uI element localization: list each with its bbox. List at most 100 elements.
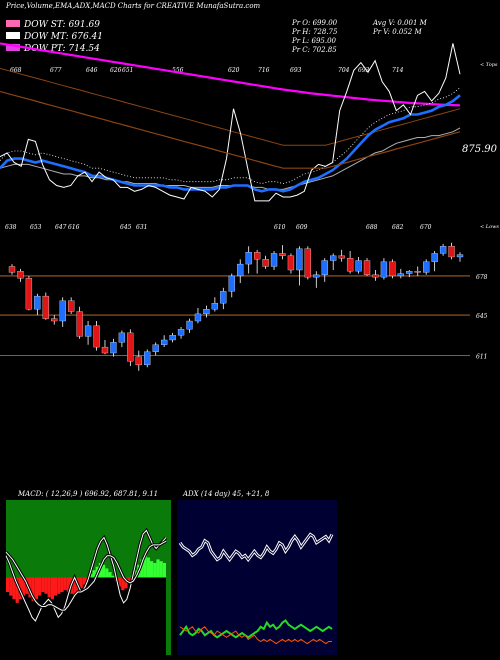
candle-bullish bbox=[152, 344, 159, 352]
macd-histogram-bar-positive bbox=[146, 557, 150, 578]
candle-bullish bbox=[270, 253, 278, 267]
ema-top-number: 651 bbox=[122, 67, 133, 74]
macd-histogram-bar-positive bbox=[153, 563, 157, 578]
candle-bullish bbox=[245, 252, 252, 265]
ema-bottom-number: 647 bbox=[55, 224, 67, 231]
candle-bearish bbox=[127, 332, 134, 362]
macd-histogram-bar-negative bbox=[82, 577, 86, 585]
candle-bullish bbox=[220, 291, 227, 304]
candle-bullish bbox=[439, 246, 447, 254]
ema-line-ema-mid-blue bbox=[0, 94, 461, 193]
candle-bullish bbox=[186, 320, 193, 330]
macd-header: MACD: ( 12,26,9 ) 696.92, 687.81, 9.11 bbox=[17, 490, 158, 498]
price-open: Pr O: 699.00 bbox=[291, 19, 338, 27]
legend-dow-st-swatch bbox=[6, 20, 20, 27]
candle-bullish bbox=[456, 254, 464, 258]
candle-bullish bbox=[355, 260, 362, 272]
macd-histogram-bar-negative bbox=[73, 577, 77, 596]
candle-bearish bbox=[346, 258, 354, 272]
candle-bullish bbox=[177, 329, 185, 336]
candle-bullish bbox=[397, 273, 404, 277]
macd-line-macd bbox=[5, 529, 167, 622]
macd-histogram-bar-negative bbox=[121, 577, 125, 591]
adx-background bbox=[177, 500, 337, 655]
candlestick-panel: 678 645 611 bbox=[0, 242, 488, 371]
ema-bottom-number: 638 bbox=[5, 224, 17, 231]
candle-bearish bbox=[17, 271, 24, 279]
macd-histogram-bar-positive bbox=[92, 570, 96, 578]
candle-bullish bbox=[59, 300, 66, 322]
tops-label: < Tops bbox=[480, 62, 498, 68]
candle-bullish bbox=[228, 275, 235, 292]
ema-top-number: 626 bbox=[110, 67, 122, 74]
candle-bullish bbox=[296, 248, 303, 271]
ema-bottom-number: 609 bbox=[296, 224, 308, 231]
macd-histogram-bar-negative bbox=[127, 577, 131, 583]
candle-bearish bbox=[363, 260, 371, 275]
macd-histogram-bar-positive bbox=[159, 561, 163, 578]
candle-bullish bbox=[34, 295, 41, 310]
macd-histogram-bar-negative bbox=[118, 577, 122, 587]
candle-bullish bbox=[423, 261, 430, 273]
price-close: Pr C: 702.85 bbox=[291, 46, 337, 54]
price-level-label: 645 bbox=[476, 313, 488, 320]
candle-bearish bbox=[414, 271, 421, 273]
macd-histogram-bar-negative bbox=[41, 577, 45, 592]
ema-top-number: 693 bbox=[358, 67, 370, 74]
candle-bullish bbox=[211, 303, 219, 310]
macd-histogram-bar-negative bbox=[63, 577, 67, 591]
macd-histogram-bar-negative bbox=[60, 577, 64, 592]
legend-dow-pt-swatch bbox=[6, 44, 20, 51]
macd-histogram-bar-positive bbox=[143, 555, 147, 578]
macd-histogram-bar-negative bbox=[44, 577, 48, 594]
price-level-label: 678 bbox=[476, 274, 488, 281]
ema-top-number: 714 bbox=[392, 67, 404, 74]
ema-top-number: 620 bbox=[228, 67, 240, 74]
candle-bearish bbox=[304, 248, 311, 278]
ema-bottom-number: 616 bbox=[68, 224, 80, 231]
price-level-label: 611 bbox=[476, 353, 487, 360]
candle-bearish bbox=[51, 318, 58, 322]
macd-histogram-bar-negative bbox=[12, 577, 16, 600]
price-high: Pr H: 728.75 bbox=[291, 28, 338, 36]
ema-top-number: 693 bbox=[290, 67, 302, 74]
chart-title: Price,Volume,EMA,ADX,MACD Charts for CRE… bbox=[5, 2, 261, 10]
macd-histogram-bar-negative bbox=[50, 577, 54, 600]
candle-bearish bbox=[135, 356, 142, 366]
macd-histogram-bar-negative bbox=[31, 577, 35, 602]
adx-line-minus-di bbox=[179, 626, 332, 645]
ema-top-number: 556 bbox=[172, 67, 184, 74]
adx-line bbox=[179, 533, 333, 561]
ema-top-number: 677 bbox=[50, 67, 62, 74]
macd-histogram-bar-negative bbox=[124, 577, 128, 589]
macd-histogram-bar-positive bbox=[105, 568, 109, 578]
macd-histogram-bar-positive bbox=[134, 570, 138, 578]
adx-panel bbox=[177, 500, 337, 655]
legend-dow-pt: DOW PT: 714.54 bbox=[6, 44, 100, 54]
ema-bottom-number: 682 bbox=[392, 224, 404, 231]
ema-bottom-number: 610 bbox=[274, 224, 286, 231]
ema-top-number: 716 bbox=[258, 67, 270, 74]
macd-histogram-bar-positive bbox=[150, 561, 154, 578]
legend-dow-mt-swatch bbox=[6, 32, 20, 39]
candle-bearish bbox=[279, 253, 286, 256]
candle-bullish bbox=[110, 342, 117, 354]
macd-histogram-bar-negative bbox=[38, 577, 42, 596]
ema-bottom-number: 645 bbox=[120, 224, 132, 231]
ema-top-numbers: 668 677 646 626 651 556 620 716 693 704 693 714 bbox=[10, 67, 404, 74]
candle-bullish bbox=[118, 332, 126, 343]
ema-price-label: 875.90 bbox=[462, 144, 498, 155]
legend-dow-mt: DOW MT: 676.41 bbox=[6, 32, 103, 42]
lows-label: < Lows bbox=[480, 224, 499, 230]
candle-bullish bbox=[169, 335, 176, 341]
candle-bearish bbox=[8, 266, 16, 273]
candle-bullish bbox=[313, 274, 320, 278]
candle-bearish bbox=[68, 300, 75, 312]
macd-histogram-bar-negative bbox=[15, 577, 19, 603]
adx-line-plus-di bbox=[179, 619, 333, 639]
ema-line-ema-brown bbox=[0, 90, 461, 169]
candle-bullish bbox=[203, 309, 210, 315]
candle-bullish bbox=[237, 263, 244, 277]
candle-bullish bbox=[144, 351, 151, 366]
